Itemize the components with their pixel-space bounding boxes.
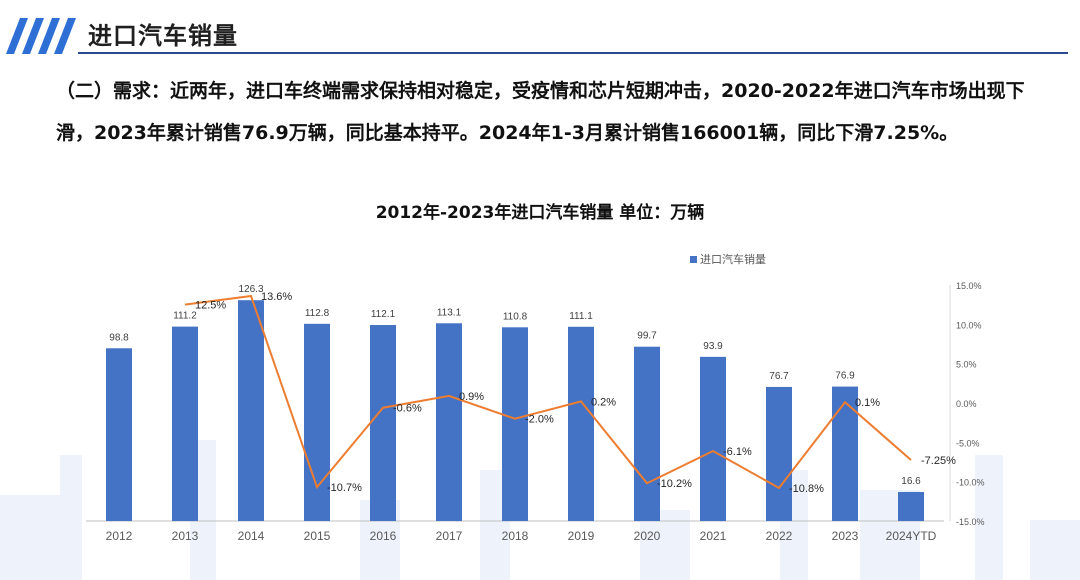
bar-value-label: 126.3 — [238, 284, 263, 295]
bar-value-label: 112.1 — [371, 309, 396, 320]
bar — [370, 325, 396, 521]
x-tick-label: 2016 — [370, 529, 397, 543]
bar-value-label: 76.7 — [769, 371, 789, 382]
growth-rate-label: 0.2% — [591, 396, 616, 408]
header-underline — [78, 52, 1068, 54]
growth-rate-label: -6.1% — [723, 446, 752, 458]
right-axis-tick: 15.0% — [956, 281, 982, 291]
bar-value-label: 99.7 — [637, 331, 657, 342]
growth-rate-label: 0.9% — [459, 391, 484, 403]
growth-rate-label: 13.6% — [261, 291, 292, 303]
header-stripes-icon — [6, 18, 76, 54]
page-title: 进口汽车销量 — [88, 22, 238, 50]
chart-title: 2012年-2023年进口汽车销量 单位：万辆 — [375, 203, 705, 223]
x-tick-label: 2022 — [766, 529, 793, 543]
growth-rate-label: -7.25% — [921, 455, 956, 467]
bar — [634, 346, 660, 521]
right-axis-tick: -5.0% — [956, 438, 980, 448]
x-tick-label: 2023 — [832, 529, 859, 543]
right-axis-tick: -15.0% — [956, 517, 985, 527]
bar-value-label: 16.6 — [901, 476, 921, 487]
right-axis-tick: 0.0% — [956, 399, 977, 409]
x-tick-label: 2013 — [172, 529, 199, 543]
bar-value-label: 112.8 — [305, 308, 330, 319]
x-tick-label: 2012 — [106, 529, 133, 543]
bar — [502, 327, 528, 521]
growth-rate-line — [184, 294, 912, 490]
x-tick-label: 2017 — [436, 529, 463, 543]
bar — [238, 300, 264, 521]
right-axis-tick: -10.0% — [956, 478, 985, 488]
bar-value-label: 98.8 — [109, 332, 129, 343]
right-axis-tick: 5.0% — [956, 360, 977, 370]
page-header: 进口汽车销量 — [0, 0, 1080, 58]
x-tick-label: 2020 — [634, 529, 661, 543]
bar-value-label: 111.2 — [173, 311, 197, 322]
bar-value-label: 113.1 — [437, 307, 462, 318]
growth-rate-label: -0.6% — [393, 403, 422, 415]
bar — [700, 356, 726, 521]
growth-rate-label: -10.7% — [327, 482, 362, 494]
legend-swatch — [690, 256, 697, 263]
bar-value-label: 110.8 — [503, 311, 528, 322]
growth-rate-label: -2.0% — [525, 414, 554, 426]
summary-paragraph: （二）需求：近两年，进口车终端需求保持相对稳定，受疫情和芯片短期冲击，2020-… — [56, 80, 1025, 144]
x-tick-label: 2021 — [700, 529, 727, 543]
x-tick-label: 2018 — [502, 529, 529, 543]
bar — [568, 326, 594, 521]
bar — [436, 323, 462, 521]
bar-value-label: 93.9 — [703, 341, 723, 352]
legend-label: 进口汽车销量 — [700, 252, 766, 266]
bar — [898, 491, 924, 521]
growth-rate-label: 12.5% — [195, 300, 226, 312]
growth-rate-label: 0.1% — [855, 397, 880, 409]
bar — [172, 326, 198, 521]
bar-value-label: 76.9 — [835, 371, 855, 382]
bar — [106, 348, 132, 521]
bar-value-label: 111.1 — [569, 311, 593, 322]
x-tick-label: 2019 — [568, 529, 595, 543]
x-tick-label: 2024YTD — [886, 529, 937, 543]
bar — [766, 386, 792, 521]
growth-rate-label: -10.8% — [789, 483, 824, 495]
growth-rate-label: -10.2% — [657, 478, 692, 490]
right-axis-tick: 10.0% — [956, 320, 982, 330]
x-tick-label: 2014 — [238, 529, 265, 543]
x-tick-label: 2015 — [304, 529, 331, 543]
